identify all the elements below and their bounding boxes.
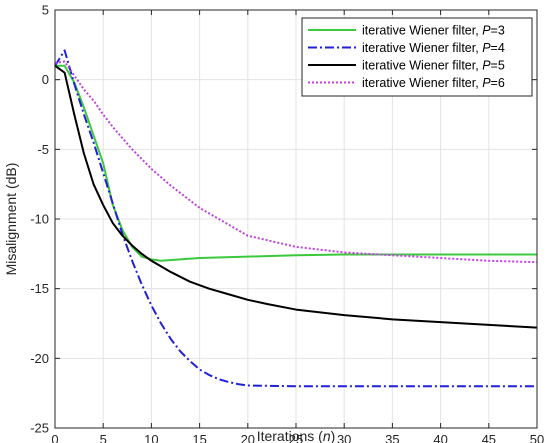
legend-label: iterative Wiener filter, P=5: [362, 59, 505, 73]
legend-label: iterative Wiener filter, P=3: [362, 24, 505, 38]
x-tick-label: 20: [241, 432, 255, 443]
y-tick-label: -10: [30, 212, 49, 227]
x-tick-label: 40: [433, 432, 447, 443]
x-tick-label: 25: [289, 432, 303, 443]
x-tick-label: 30: [337, 432, 351, 443]
x-axis-label: Iterations (n): [257, 428, 336, 443]
y-tick-label: 0: [42, 72, 49, 87]
series-layer: [54, 49, 538, 388]
x-tick-label: 10: [144, 432, 158, 443]
y-tick-label: -5: [37, 142, 49, 157]
y-tick-label: -25: [30, 421, 49, 436]
x-tick-label: 50: [530, 432, 544, 443]
x-tick-label: 5: [100, 432, 107, 443]
x-tick-label: 45: [482, 432, 496, 443]
y-axis-label: Misalignment (dB): [3, 163, 19, 276]
series-line-3: [54, 64, 538, 329]
y-tick-label: 5: [42, 3, 49, 18]
series-line-2: [54, 49, 537, 388]
legend: iterative Wiener filter, P=3 iterative Wi…: [301, 17, 533, 97]
series-line-4: [54, 60, 538, 264]
x-tick-label: 15: [192, 432, 206, 443]
x-tick-label: 0: [51, 432, 58, 443]
series-line-1: [55, 64, 537, 262]
x-tick-label: 35: [385, 432, 399, 443]
legend-label: iterative Wiener filter, P=4: [362, 41, 505, 55]
y-tick-label: -20: [30, 351, 49, 366]
legend-label: iterative Wiener filter, P=6: [362, 76, 505, 90]
y-tick-label: -15: [30, 281, 49, 296]
